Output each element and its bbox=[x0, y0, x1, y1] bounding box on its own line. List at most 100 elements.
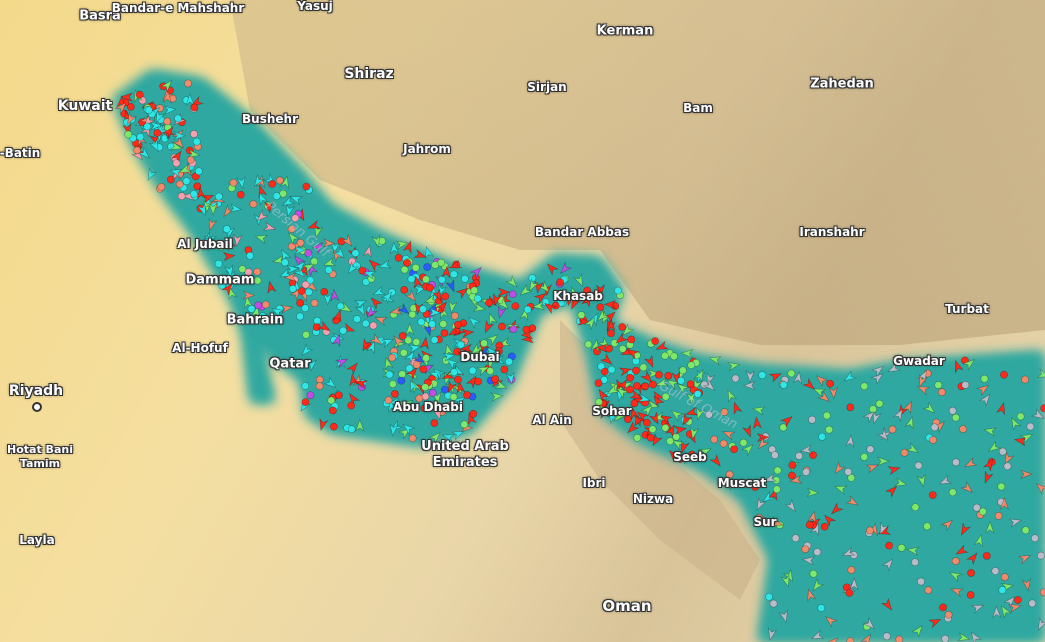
vessel-marker-cargo[interactable] bbox=[610, 339, 619, 348]
vessel-marker-tanker[interactable] bbox=[885, 541, 894, 550]
vessel-marker-fishing[interactable] bbox=[451, 311, 459, 320]
vessel-marker-cargo[interactable] bbox=[822, 411, 831, 420]
vessel-marker-passenger[interactable] bbox=[332, 246, 347, 261]
vessel-marker-passenger[interactable] bbox=[293, 259, 307, 274]
vessel-marker-fishing[interactable] bbox=[157, 182, 166, 191]
vessel-marker-passenger[interactable] bbox=[214, 259, 223, 268]
vessel-marker-passenger[interactable] bbox=[222, 225, 231, 233]
vessel-marker-unknown[interactable] bbox=[951, 458, 960, 467]
vessel-marker-tanker[interactable] bbox=[655, 370, 663, 379]
vessel-marker-special[interactable] bbox=[330, 288, 340, 302]
vessel-marker-passenger[interactable] bbox=[301, 382, 310, 390]
vessel-marker-passenger[interactable] bbox=[460, 274, 469, 283]
vessel-marker-pleasure[interactable] bbox=[254, 209, 269, 223]
vessel-marker-cargo[interactable] bbox=[640, 403, 655, 418]
vessel-marker-passenger[interactable] bbox=[435, 283, 448, 298]
vessel-marker-tanker[interactable] bbox=[954, 544, 969, 557]
vessel-marker-tanker[interactable] bbox=[166, 175, 175, 184]
vessel-marker-cargo[interactable] bbox=[661, 423, 670, 432]
vessel-marker-passenger[interactable] bbox=[144, 167, 158, 182]
vessel-marker-fishing[interactable] bbox=[175, 180, 184, 189]
vessel-marker-unknown[interactable] bbox=[1037, 551, 1045, 560]
vessel-marker-passenger[interactable] bbox=[278, 267, 293, 281]
vessel-marker-fishing[interactable] bbox=[944, 610, 953, 619]
vessel-marker-fishing[interactable] bbox=[304, 279, 320, 294]
vessel-marker-tanker[interactable] bbox=[445, 379, 458, 394]
vessel-marker-fishing[interactable] bbox=[865, 461, 879, 474]
vessel-marker-cargo[interactable] bbox=[338, 301, 353, 315]
vessel-marker-tanker[interactable] bbox=[522, 325, 531, 334]
vessel-marker-unknown[interactable] bbox=[881, 557, 896, 572]
vessel-marker-cargo[interactable] bbox=[160, 78, 174, 93]
place-label-bandar-mahshahr[interactable]: Bandar-e Mahshahr bbox=[111, 1, 245, 15]
vessel-marker-passenger[interactable] bbox=[456, 340, 465, 349]
vessel-marker-passenger[interactable] bbox=[292, 265, 307, 279]
vessel-marker-cargo[interactable] bbox=[948, 488, 957, 497]
vessel-marker-passenger[interactable] bbox=[492, 351, 501, 360]
vessel-marker-tanker[interactable] bbox=[768, 370, 783, 383]
vessel-marker-special[interactable] bbox=[428, 388, 437, 397]
vessel-marker-cargo[interactable] bbox=[661, 351, 669, 360]
place-label-khasab[interactable]: Khasab bbox=[553, 289, 603, 303]
vessel-marker-cargo[interactable] bbox=[904, 416, 916, 430]
vessel-marker-fishing[interactable] bbox=[229, 178, 238, 187]
vessel-marker-unknown[interactable] bbox=[809, 522, 822, 537]
vessel-marker-fishing[interactable] bbox=[275, 176, 284, 185]
vessel-marker-cargo[interactable] bbox=[518, 283, 533, 298]
vessel-marker-tanker[interactable] bbox=[200, 192, 215, 204]
vessel-marker-tanker[interactable] bbox=[1040, 404, 1045, 413]
vessel-marker-cargo[interactable] bbox=[923, 522, 932, 531]
vessel-marker-fishing[interactable] bbox=[888, 425, 897, 434]
vessel-marker-fishing[interactable] bbox=[719, 439, 728, 448]
vessel-marker-fishing[interactable] bbox=[322, 238, 336, 248]
vessel-marker-tanker[interactable] bbox=[635, 409, 650, 423]
vessel-marker-tanker[interactable] bbox=[419, 365, 428, 374]
vessel-marker-pleasure[interactable] bbox=[244, 268, 253, 276]
vessel-marker-fishing[interactable] bbox=[184, 79, 192, 88]
vessel-marker-cargo[interactable] bbox=[869, 405, 877, 414]
vessel-marker-tanker[interactable] bbox=[846, 403, 855, 412]
vessel-marker-cargo[interactable] bbox=[983, 426, 997, 437]
vessel-marker-tanker[interactable] bbox=[485, 298, 493, 307]
vessel-marker-cargo[interactable] bbox=[724, 388, 738, 403]
vessel-marker-passenger[interactable] bbox=[284, 203, 295, 218]
vessel-marker-fishing[interactable] bbox=[825, 635, 841, 642]
vessel-marker-cargo[interactable] bbox=[412, 338, 421, 346]
vessel-marker-cargo[interactable] bbox=[169, 141, 183, 153]
vessel-marker-cargo[interactable] bbox=[310, 257, 319, 266]
vessel-marker-tanker[interactable] bbox=[317, 417, 329, 432]
vessel-marker-cargo[interactable] bbox=[1021, 526, 1030, 535]
place-label-abu-dhabi[interactable]: Abu Dhabi bbox=[393, 400, 463, 414]
vessel-marker-passenger[interactable] bbox=[419, 305, 427, 313]
vessel-marker-tanker[interactable] bbox=[465, 412, 477, 426]
vessel-marker-fishing[interactable] bbox=[289, 286, 303, 301]
vessel-marker-tanker[interactable] bbox=[623, 415, 632, 424]
vessel-marker-cargo[interactable] bbox=[286, 230, 300, 245]
vessel-marker-cargo[interactable] bbox=[388, 380, 397, 388]
vessel-marker-cargo[interactable] bbox=[773, 466, 782, 475]
vessel-marker-tanker[interactable] bbox=[453, 320, 462, 329]
vessel-marker-tanker[interactable] bbox=[603, 299, 617, 310]
vessel-marker-tanker[interactable] bbox=[448, 259, 463, 271]
vessel-marker-tanker[interactable] bbox=[193, 182, 202, 191]
vessel-marker-unknown[interactable] bbox=[784, 499, 798, 514]
vessel-marker-cargo[interactable] bbox=[665, 377, 680, 391]
vessel-marker-cargo[interactable] bbox=[371, 234, 382, 248]
vessel-marker-tanker[interactable] bbox=[153, 128, 162, 137]
vessel-marker-cargo[interactable] bbox=[860, 382, 869, 391]
vessel-marker-fishing[interactable] bbox=[916, 374, 928, 388]
vessel-marker-passenger[interactable] bbox=[278, 248, 292, 263]
vessel-marker-tanker[interactable] bbox=[511, 302, 520, 311]
vessel-marker-unknown[interactable] bbox=[991, 567, 1000, 575]
place-label-al-ain[interactable]: Al Ain bbox=[532, 413, 572, 427]
vessel-marker-tanker[interactable] bbox=[1013, 436, 1028, 447]
vessel-marker-special[interactable] bbox=[304, 249, 313, 257]
vessel-marker-tanker[interactable] bbox=[673, 424, 688, 436]
vessel-marker-cargo[interactable] bbox=[618, 345, 627, 353]
vessel-marker-passenger[interactable] bbox=[256, 191, 269, 206]
vessel-marker-cargo[interactable] bbox=[573, 273, 586, 287]
vessel-marker-passenger[interactable] bbox=[136, 132, 145, 141]
vessel-marker-passenger[interactable] bbox=[229, 203, 243, 213]
place-label-basra[interactable]: Basra bbox=[79, 8, 121, 24]
